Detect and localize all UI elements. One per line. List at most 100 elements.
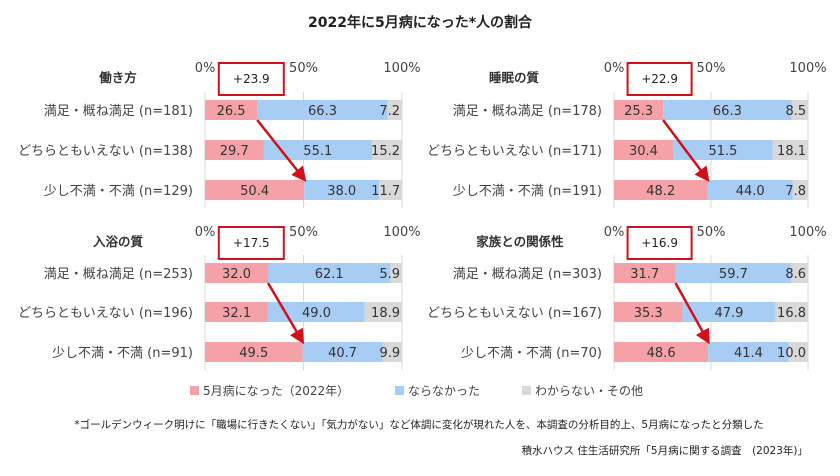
bar-segment-other	[382, 342, 403, 362]
data-label: 8.6	[785, 267, 806, 282]
panel-title: 家族との関係性	[476, 234, 564, 249]
bar-segment-other	[372, 140, 402, 160]
bar-segment-sick	[614, 140, 673, 160]
bar-segment-not-sick	[268, 302, 365, 322]
category-label: 満足・概ね満足 (n=253)	[44, 267, 193, 282]
category-label: どちらともいえない (n=138)	[18, 144, 193, 159]
bar-segment-other	[775, 302, 808, 322]
bar-segment-not-sick	[263, 140, 373, 160]
bar-segment-other	[364, 302, 402, 322]
category-label: 満足・概ね満足 (n=303)	[453, 267, 602, 282]
bar-segment-not-sick	[672, 140, 773, 160]
bar-segment-other	[772, 140, 808, 160]
bar-segment-sick	[614, 263, 676, 283]
data-label: 48.2	[646, 184, 675, 199]
legend-swatch	[395, 386, 404, 395]
footnote: *ゴールデンウィーク明けに「職場に行きたくない」「気力がない」など体調に変化が現…	[74, 418, 763, 431]
data-label: 32.0	[222, 267, 251, 282]
bar-segment-not-sick	[682, 302, 776, 322]
source: 積水ハウス 住生活研究所「5月病に関する調査 (2023年)」	[522, 444, 808, 457]
data-label: 40.7	[328, 346, 357, 361]
difference-box	[626, 62, 693, 96]
bar-segment-not-sick	[675, 263, 792, 283]
difference-label: +16.9	[641, 236, 678, 250]
panel-title: 睡眠の質	[489, 70, 540, 85]
bar-segment-other	[792, 180, 808, 200]
bar-segment-other	[788, 342, 808, 362]
bar-segment-sick	[205, 180, 305, 200]
difference-box	[217, 62, 285, 96]
bar-segment-not-sick	[257, 100, 388, 120]
bar-segment-not-sick	[708, 342, 789, 362]
data-label: 7.2	[379, 104, 400, 119]
difference-label: +23.9	[233, 72, 270, 86]
category-label: どちらともいえない (n=196)	[18, 306, 193, 321]
legend-label: わからない・その他	[535, 384, 643, 398]
data-label: 8.5	[786, 104, 807, 119]
data-label: 10.0	[777, 346, 806, 361]
data-label: 16.8	[777, 306, 806, 321]
data-label: 31.7	[630, 267, 659, 282]
data-label: 32.1	[222, 306, 251, 321]
data-label: 15.2	[371, 144, 400, 159]
bar-segment-other	[379, 180, 403, 200]
category-label: どちらともいえない (n=171)	[427, 144, 602, 159]
data-label: 38.0	[327, 184, 356, 199]
difference-box	[626, 226, 693, 260]
tick-label: 100%	[789, 61, 826, 76]
tick-label: 100%	[789, 225, 826, 240]
data-label: 49.5	[239, 346, 268, 361]
category-label: 満足・概ね満足 (n=181)	[44, 104, 193, 119]
bar-segment-sick	[205, 100, 258, 120]
bar-segment-sick	[614, 342, 709, 362]
bar-segment-other	[791, 263, 808, 283]
tick-label: 50%	[289, 225, 318, 240]
data-label: 29.7	[220, 144, 249, 159]
category-label: 少し不満・不満 (n=70)	[461, 346, 602, 361]
data-label: 41.4	[734, 346, 763, 361]
difference-arrow	[662, 119, 710, 183]
panel-title: 働き方	[98, 70, 137, 85]
data-label: 66.3	[713, 104, 742, 119]
bar-segment-sick	[614, 180, 708, 200]
data-label: 66.3	[308, 104, 337, 119]
bar-segment-sick	[205, 342, 303, 362]
bar-segment-sick	[614, 302, 683, 322]
bar-segment-not-sick	[663, 100, 792, 120]
bar-segment-sick	[205, 302, 269, 322]
category-label: どちらともいえない (n=167)	[427, 306, 602, 321]
data-label: 9.9	[380, 346, 401, 361]
data-label: 30.4	[629, 144, 658, 159]
data-label: 18.1	[777, 144, 806, 159]
category-label: 少し不満・不満 (n=129)	[44, 184, 193, 199]
data-label: 59.7	[719, 267, 748, 282]
data-label: 7.8	[785, 184, 806, 199]
tick-label: 0%	[604, 61, 625, 76]
tick-label: 100%	[383, 225, 420, 240]
bar-segment-other	[791, 100, 809, 120]
tick-label: 100%	[383, 61, 420, 76]
bar-segment-sick	[205, 140, 264, 160]
bar-segment-sick	[205, 263, 269, 283]
difference-arrow	[256, 119, 307, 182]
data-label: 47.9	[714, 306, 743, 321]
difference-label: +17.5	[233, 236, 270, 250]
bar-segment-other	[387, 100, 402, 120]
tick-label: 50%	[289, 61, 318, 76]
data-label: 51.5	[708, 144, 737, 159]
difference-arrow	[674, 282, 710, 345]
data-label: 25.3	[624, 104, 653, 119]
panel-title: 入浴の質	[93, 234, 144, 249]
bar-segment-other	[390, 263, 402, 283]
legend-swatch	[190, 386, 199, 395]
data-label: 44.0	[736, 184, 765, 199]
data-label: 49.0	[302, 306, 331, 321]
legend-label: ならなかった	[408, 384, 480, 398]
category-label: 少し不満・不満 (n=91)	[52, 346, 193, 361]
data-label: 55.1	[303, 144, 332, 159]
bar-segment-sick	[614, 100, 664, 120]
data-label: 62.1	[315, 267, 344, 282]
